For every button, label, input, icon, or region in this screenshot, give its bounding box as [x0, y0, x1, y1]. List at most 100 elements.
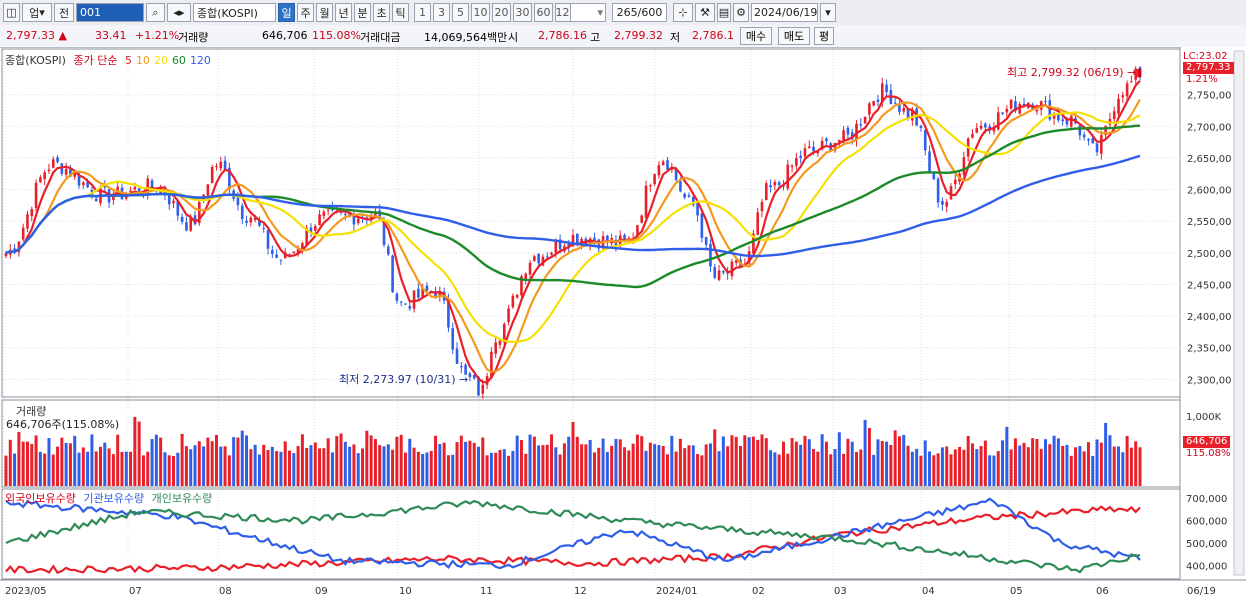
volume-label: 거래량 — [178, 31, 209, 44]
period-tab-5[interactable]: 초 — [373, 3, 390, 22]
interval-button-4[interactable]: 20 — [492, 3, 511, 22]
candle-body — [64, 168, 68, 175]
volume-bar — [77, 452, 81, 486]
volume-bar — [777, 454, 781, 486]
candle-body — [1048, 100, 1052, 120]
market-select[interactable]: 업 ▾ — [22, 3, 52, 22]
low-annotation: 최저 2,273.97 (10/31) → — [339, 373, 469, 386]
volume-bar — [352, 444, 356, 486]
period-tab-0[interactable]: 일 — [278, 3, 295, 22]
volume-bar — [623, 447, 627, 486]
candle-body — [799, 155, 802, 158]
prev-button[interactable]: 전 — [54, 3, 74, 22]
volume-bar — [210, 441, 214, 486]
price-tick-label: 2,300,00 — [1187, 375, 1232, 386]
tools-icon[interactable]: ⚒ — [695, 3, 715, 22]
volume-bar — [1044, 439, 1047, 486]
candle-body — [760, 201, 764, 212]
candle-body — [649, 185, 652, 187]
chart-svg[interactable]: 2,750,00 2,700,00 2,650,00 2,600,00 2,550,00… — [0, 47, 1246, 601]
interval-button-6[interactable]: 60 — [534, 3, 553, 22]
change-value: 33.41 — [95, 29, 127, 42]
volume-bar — [996, 451, 1000, 486]
candle-body — [464, 364, 467, 375]
volume-bar — [657, 445, 661, 486]
period-tab-3[interactable]: 년 — [335, 3, 352, 22]
candle-body — [923, 129, 927, 151]
candle-body — [378, 210, 382, 220]
gear-icon[interactable]: ⚙ — [733, 3, 749, 22]
candle-body — [657, 165, 661, 176]
volume-bar — [51, 454, 55, 486]
candle-body — [1121, 95, 1125, 98]
volume-bar — [180, 433, 184, 486]
candle-body — [880, 83, 884, 103]
volume-bar — [876, 439, 880, 486]
candle-body — [172, 200, 175, 204]
candle-body — [26, 214, 29, 229]
volume-bar — [1009, 449, 1013, 486]
candle-body — [636, 225, 639, 237]
speaker-icon[interactable]: ◂▸ — [167, 3, 191, 22]
volume-bar — [438, 444, 442, 486]
candle-body — [279, 259, 283, 261]
volume-bar — [146, 451, 150, 486]
volume-bar — [1125, 436, 1129, 486]
candle-body — [189, 216, 193, 231]
volume-bar — [408, 438, 412, 486]
interval-button-2[interactable]: 5 — [452, 3, 469, 22]
chart-area[interactable]: 2,750,00 2,700,00 2,650,00 2,600,00 2,550,00… — [0, 47, 1246, 601]
candle-body — [941, 200, 944, 205]
volume-bar — [451, 454, 455, 486]
volume-bar — [459, 435, 463, 486]
index-name-field[interactable]: 종합(KOSPI) — [193, 3, 276, 22]
volume-bar — [799, 444, 803, 486]
buy-button[interactable]: 매수 — [740, 27, 772, 45]
candle-body — [971, 133, 974, 138]
period-tab-4[interactable]: 분 — [354, 3, 371, 22]
period-tab-2[interactable]: 월 — [316, 3, 333, 22]
candle-body — [1100, 135, 1103, 154]
candle-body — [687, 195, 691, 197]
eval-button[interactable]: 평 — [814, 27, 834, 45]
current-price-tag: 2,797.33 — [1183, 62, 1234, 74]
period-tab-6[interactable]: 틱 — [392, 3, 409, 22]
search-icon[interactable]: ⌕ — [146, 3, 165, 22]
volume-bar — [348, 446, 352, 486]
candle-body — [575, 233, 579, 245]
candle-body — [507, 308, 510, 323]
volume-bar — [597, 447, 601, 486]
candle-body — [292, 251, 296, 254]
save-icon[interactable]: ▤ — [717, 3, 731, 22]
candle-body — [868, 103, 871, 115]
interval-button-0[interactable]: 1 — [414, 3, 431, 22]
candle-body — [356, 218, 360, 224]
volume-bar — [756, 439, 760, 486]
candle-body — [975, 128, 979, 133]
volume-bar — [236, 437, 240, 486]
date-field[interactable]: 2024/06/19 — [751, 3, 818, 22]
code-input[interactable]: 001 — [76, 3, 144, 22]
volume-bar — [111, 454, 115, 486]
interval-button-5[interactable]: 30 — [513, 3, 532, 22]
candle-body — [1009, 99, 1013, 109]
candle-body — [301, 243, 304, 251]
sell-button[interactable]: 매도 — [778, 27, 810, 45]
interval-button-1[interactable]: 3 — [433, 3, 450, 22]
crosshair-icon[interactable]: ⊹ — [673, 3, 693, 22]
volume-bar — [30, 444, 34, 486]
chart-type-icon[interactable]: ◫ — [3, 3, 20, 22]
interval-dropdown[interactable]: ▾ — [570, 3, 606, 22]
calendar-dropdown[interactable]: ▾ — [820, 3, 836, 22]
candle-body — [713, 267, 717, 278]
candle-body — [494, 342, 497, 354]
period-tab-1[interactable]: 주 — [297, 3, 314, 22]
volume-bar — [880, 440, 884, 486]
count-display[interactable]: 265/600 — [612, 3, 667, 22]
interval-button-3[interactable]: 10 — [471, 3, 490, 22]
scrollbar — [1233, 50, 1245, 576]
volume-bar — [928, 451, 932, 486]
candle-body — [296, 248, 300, 253]
candle-body — [60, 163, 64, 174]
